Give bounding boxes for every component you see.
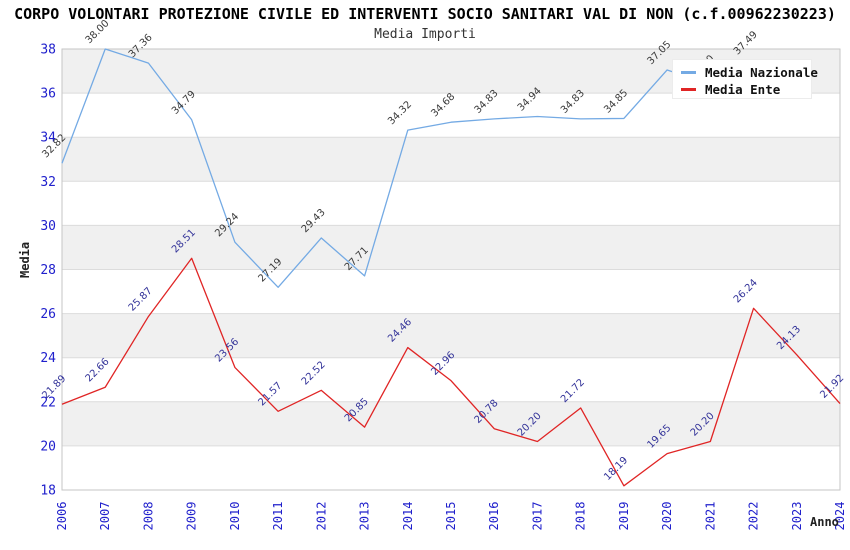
grid-band	[62, 269, 840, 314]
y-tick-label: 28	[40, 263, 56, 278]
y-tick-label: 38	[40, 43, 56, 58]
y-tick-label: 22	[40, 395, 56, 410]
legend-label-ente: Media Ente	[705, 82, 781, 97]
x-tick-label: 2024	[833, 502, 847, 531]
legend-swatch-nazionale-icon	[681, 71, 696, 74]
grid-band	[62, 445, 840, 490]
legend-label-nazionale: Media Nazionale	[705, 65, 818, 80]
y-tick-label: 32	[40, 175, 56, 190]
x-axis-title: Anno	[810, 515, 839, 529]
y-tick-label: 34	[40, 131, 56, 146]
series-line-nazionale	[61, 48, 754, 289]
legend-swatch-ente-icon	[681, 88, 696, 91]
chart-subtitle: Media Importi	[374, 27, 476, 42]
x-tick-label: 2015	[444, 502, 458, 531]
y-tick-label: 30	[40, 219, 56, 234]
x-tick-label: 2023	[790, 502, 804, 531]
y-tick-label: 24	[40, 351, 56, 366]
chart-title: CORPO VOLONTARI PROTEZIONE CIVILE ED INT…	[14, 5, 836, 23]
x-tick-label: 2019	[617, 502, 631, 531]
y-tick-label: 36	[40, 87, 56, 102]
grid-band	[62, 357, 840, 402]
x-tick-label: 2022	[747, 502, 761, 531]
plot-border	[61, 48, 841, 491]
x-tick-label: 2008	[141, 502, 155, 531]
grid-band	[62, 313, 840, 358]
grid-band	[62, 401, 840, 446]
x-tick-label: 2011	[271, 502, 285, 531]
x-tick-label: 2012	[314, 502, 328, 531]
x-tick-label: 2014	[401, 502, 415, 531]
grid-band	[62, 93, 840, 138]
series-line-ente	[61, 257, 841, 487]
x-tick-label: 2006	[55, 502, 69, 531]
legend-item-media-nazionale: Media Nazionale	[681, 64, 818, 81]
x-tick-label: 2018	[574, 502, 588, 531]
x-tick-label: 2010	[228, 502, 242, 531]
x-tick-label: 2020	[660, 502, 674, 531]
legend-item-media-ente: Media Ente	[681, 81, 811, 98]
x-tick-label: 2009	[185, 502, 199, 531]
data-label: 38.00	[84, 18, 112, 46]
x-tick-label: 2017	[530, 502, 544, 531]
grid-band	[62, 137, 840, 182]
y-tick-label: 26	[40, 307, 56, 322]
grid-band	[62, 225, 840, 270]
y-tick-label: 18	[40, 484, 56, 499]
x-tick-label: 2021	[703, 502, 717, 531]
y-axis-title: Media	[18, 241, 32, 278]
grid-band	[62, 181, 840, 226]
x-tick-label: 2007	[98, 502, 112, 531]
x-tick-label: 2016	[487, 502, 501, 531]
y-tick-label: 20	[40, 439, 56, 454]
legend: Media Nazionale Media Ente	[672, 59, 818, 99]
x-tick-label: 2013	[358, 502, 372, 531]
